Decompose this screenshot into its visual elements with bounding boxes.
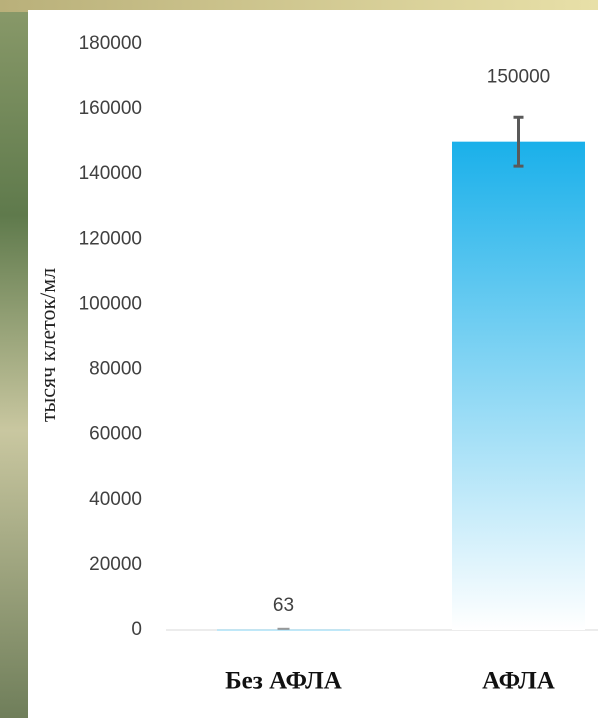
value-label: 150000 [487,66,550,87]
y-tick-label: 120000 [79,228,142,249]
y-tick-label: 140000 [79,163,142,184]
y-tick-label: 60000 [89,424,142,445]
y-tick-label: 180000 [79,33,142,54]
x-tick-label: Без АФЛА [225,668,342,695]
y-tick-label: 160000 [79,98,142,119]
y-tick-label: 100000 [79,293,142,314]
y-tick-label: 0 [131,619,142,640]
y-tick-label: 80000 [89,359,142,380]
bar [452,141,585,630]
value-label: 63 [273,595,294,616]
top-strip [0,0,598,12]
bar [217,629,350,631]
x-tick-label: АФЛА [482,668,555,695]
y-axis-label: тысяч клеток/мл [35,268,60,422]
y-tick-label: 40000 [89,489,142,510]
y-tick-label: 20000 [89,554,142,575]
error-bar [513,115,524,168]
